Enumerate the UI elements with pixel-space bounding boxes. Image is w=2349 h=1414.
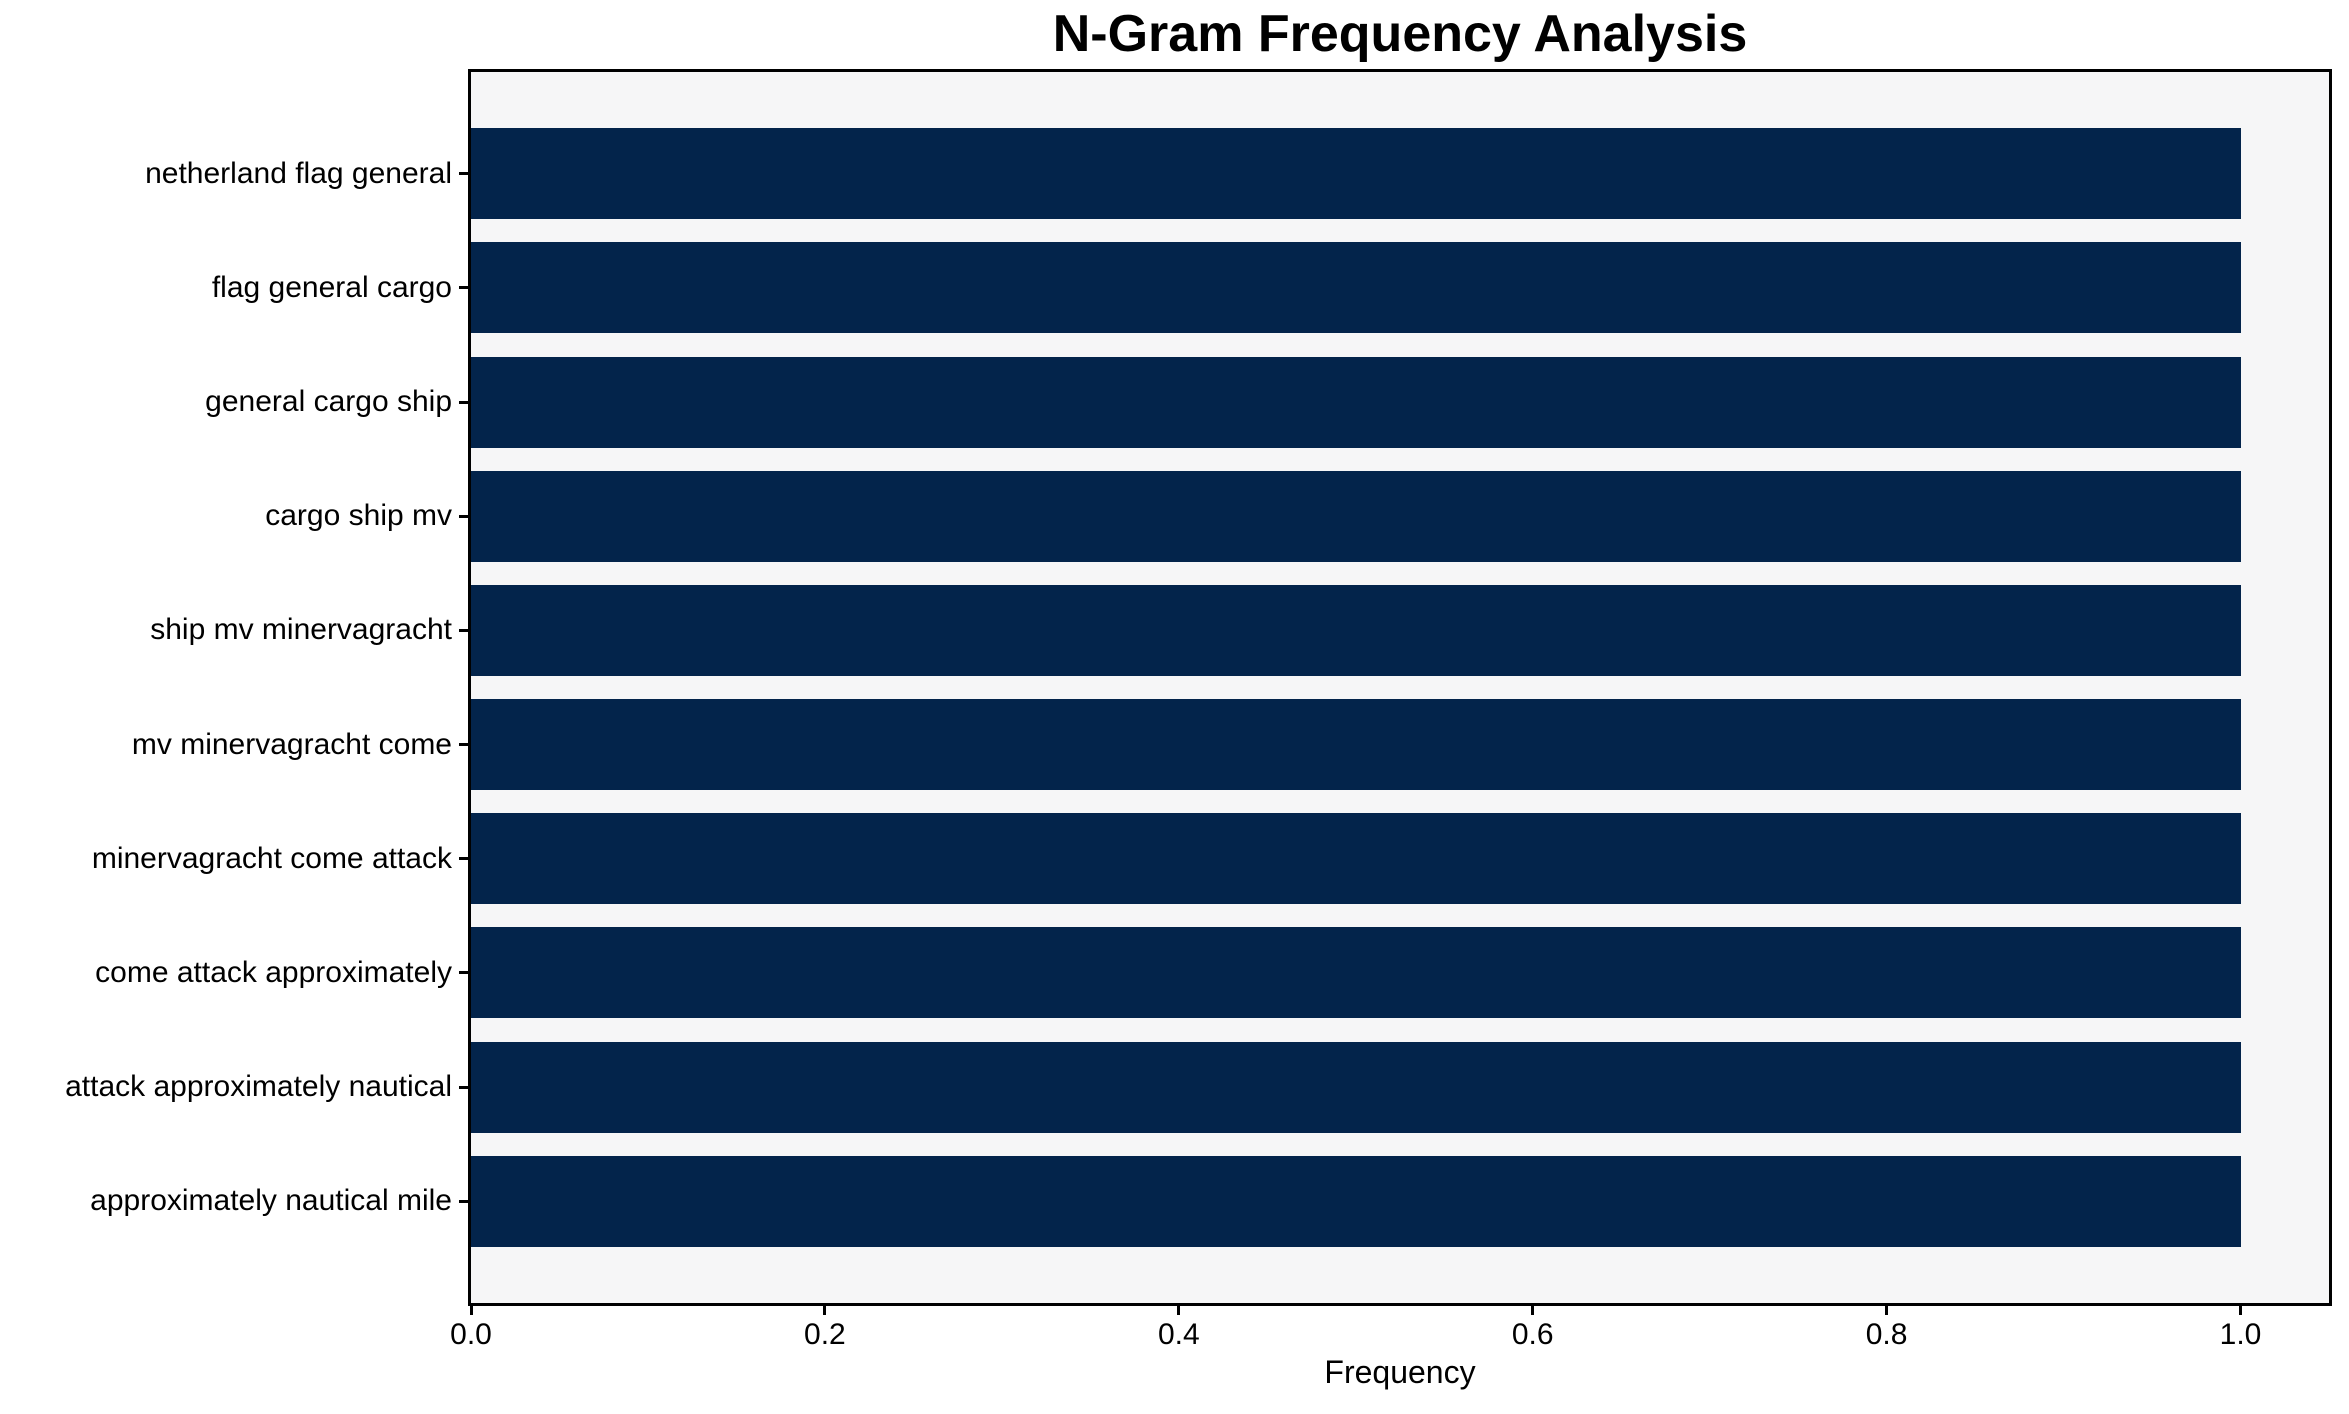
x-tick-label: 1.0 (2219, 1318, 2262, 1351)
y-tick-label: mv minervagracht come (131, 727, 452, 761)
bar (471, 813, 2241, 905)
chart-title: N-Gram Frequency Analysis (1052, 5, 1748, 63)
y-tick-mark (459, 1085, 468, 1089)
y-tick-label: netherland flag general (145, 156, 452, 190)
bar (471, 356, 2241, 448)
y-tick-label: ship mv minervagracht (150, 613, 452, 647)
y-tick-label: minervagracht come attack (91, 841, 452, 875)
bar (471, 1155, 2241, 1247)
y-tick-label: approximately nautical mile (90, 1184, 452, 1218)
plot-area (468, 69, 2332, 1306)
x-tick-mark (2239, 1306, 2243, 1315)
y-tick-label: general cargo ship (205, 385, 452, 419)
y-tick-mark (459, 857, 468, 861)
x-tick-label: 0.4 (1157, 1318, 1200, 1351)
y-tick-label: flag general cargo (211, 270, 452, 304)
x-tick-mark (469, 1306, 473, 1315)
bar (471, 128, 2241, 220)
y-tick-label: attack approximately nautical (65, 1070, 452, 1104)
y-tick-mark (459, 286, 468, 290)
bar (471, 927, 2241, 1019)
y-tick-mark (459, 400, 468, 404)
y-tick-mark (459, 172, 468, 176)
y-tick-label: come attack approximately (95, 955, 452, 989)
x-tick-label: 0.6 (1511, 1318, 1554, 1351)
x-tick-mark (1531, 1306, 1535, 1315)
x-tick-mark (1885, 1306, 1889, 1315)
bar (471, 470, 2241, 562)
x-tick-mark (1177, 1306, 1181, 1315)
bar (471, 699, 2241, 791)
x-tick-label: 0.0 (450, 1318, 492, 1351)
y-tick-label: cargo ship mv (265, 499, 452, 533)
x-axis-title: Frequency (1324, 1354, 1476, 1390)
bar (471, 584, 2241, 676)
y-tick-mark (459, 1199, 468, 1203)
y-tick-mark (459, 628, 468, 632)
y-tick-mark (459, 971, 468, 975)
x-tick-label: 0.2 (804, 1318, 846, 1351)
x-tick-label: 0.8 (1865, 1318, 1908, 1351)
bar (471, 242, 2241, 334)
x-tick-mark (823, 1306, 827, 1315)
y-tick-mark (459, 743, 468, 747)
y-tick-mark (459, 514, 468, 518)
bar (471, 1041, 2241, 1133)
